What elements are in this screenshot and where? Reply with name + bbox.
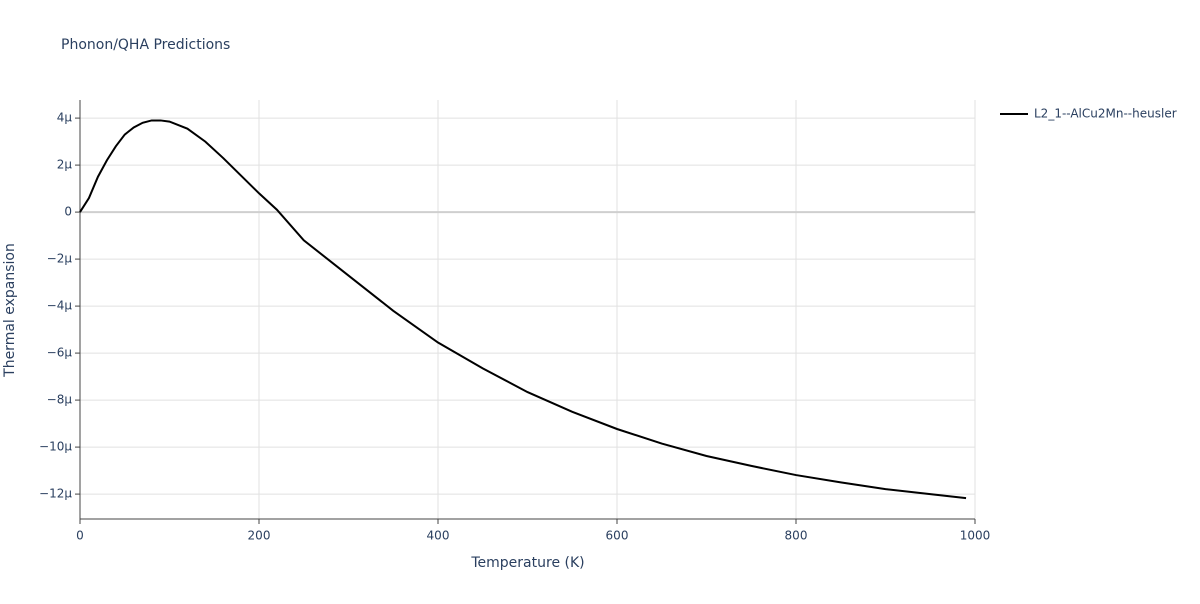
x-tick-label: 200 <box>248 529 271 543</box>
x-tick-label: 1000 <box>960 529 991 543</box>
y-tick-label: 4µ <box>57 111 73 125</box>
y-tick-label: −10µ <box>39 440 72 454</box>
y-axis-title: Thermal expansion <box>2 243 18 378</box>
chart-title: Phonon/QHA Predictions <box>61 37 230 53</box>
x-tick-label: 800 <box>785 529 808 543</box>
y-tick-label: 2µ <box>57 158 73 172</box>
y-tick-label: −12µ <box>39 487 72 501</box>
series-line <box>79 119 967 500</box>
y-tick-label: −6µ <box>47 346 73 360</box>
y-tick-label: −2µ <box>47 252 73 266</box>
y-tick-label: −4µ <box>47 299 73 313</box>
x-tick-label: 400 <box>427 529 450 543</box>
legend-label: L2_1--AlCu2Mn--heusler <box>1034 107 1177 121</box>
x-axis-title: Temperature (K) <box>470 555 584 571</box>
y-tick-label: 0 <box>64 205 72 219</box>
x-tick-label: 0 <box>76 529 84 543</box>
x-tick-label: 600 <box>606 529 629 543</box>
y-tick-label: −8µ <box>47 393 73 407</box>
